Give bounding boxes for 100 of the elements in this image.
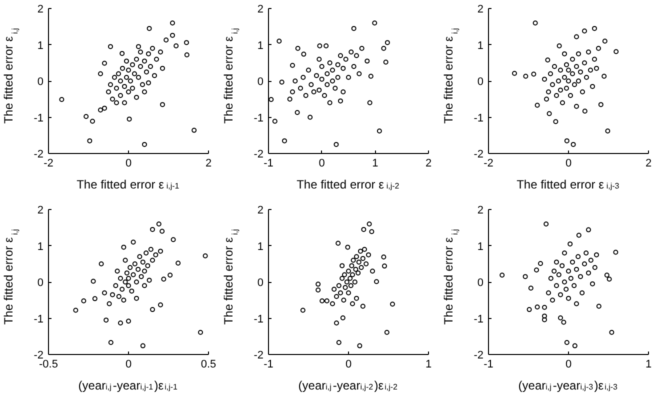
- point: [134, 280, 139, 284]
- point: [330, 68, 335, 73]
- point: [327, 100, 332, 106]
- point: [142, 283, 147, 288]
- point: [358, 265, 364, 270]
- point: [558, 68, 563, 73]
- point: [351, 64, 356, 69]
- point: [370, 268, 375, 274]
- point: [142, 142, 147, 147]
- point: [588, 258, 594, 263]
- point: [568, 93, 573, 98]
- point: [367, 100, 372, 106]
- point: [161, 276, 166, 282]
- y-tick-label: 0: [257, 76, 264, 88]
- point: [334, 142, 339, 147]
- point: [576, 232, 582, 238]
- point: [570, 142, 576, 147]
- point: [358, 248, 363, 254]
- point: [134, 94, 139, 100]
- point: [552, 64, 557, 69]
- point: [144, 250, 149, 256]
- point: [523, 74, 528, 79]
- point: [366, 252, 371, 258]
- point: [344, 280, 350, 284]
- point: [126, 318, 131, 324]
- point: [578, 69, 583, 74]
- x-tick-label: 0: [318, 158, 325, 170]
- point: [383, 60, 388, 65]
- point: [572, 283, 577, 288]
- point: [346, 268, 351, 274]
- point: [319, 64, 324, 69]
- point: [350, 258, 356, 263]
- point: [613, 250, 618, 255]
- point: [130, 272, 136, 278]
- point: [374, 279, 379, 284]
- point: [148, 64, 153, 69]
- point: [122, 84, 127, 89]
- point: [582, 28, 587, 34]
- point: [604, 272, 610, 278]
- y-axis-title: The fitted error εi,j: [442, 28, 460, 124]
- point: [87, 138, 92, 144]
- y-tick-label: 1: [477, 240, 484, 253]
- point: [574, 104, 579, 109]
- point: [168, 272, 173, 278]
- point: [574, 266, 579, 272]
- x-axis-title: (yeari,j-yeari,j-2)εi,j-2: [298, 378, 398, 392]
- point: [108, 340, 114, 346]
- point: [512, 70, 517, 76]
- point: [338, 290, 343, 296]
- y-tick-label: -2: [34, 148, 44, 160]
- point: [531, 72, 536, 77]
- point: [335, 62, 340, 68]
- point: [324, 43, 329, 48]
- point: [357, 343, 362, 348]
- point: [562, 280, 567, 284]
- point: [352, 280, 358, 284]
- point: [526, 307, 532, 312]
- y-tick-label: 0: [477, 277, 484, 289]
- point: [320, 298, 325, 304]
- point: [192, 128, 197, 133]
- point: [554, 260, 559, 265]
- y-tick-label: -1: [474, 313, 484, 326]
- point: [138, 50, 143, 54]
- point: [390, 302, 395, 307]
- point: [546, 111, 552, 116]
- point: [356, 71, 362, 76]
- point: [500, 272, 505, 278]
- point: [572, 82, 577, 88]
- point: [122, 100, 127, 106]
- point: [564, 86, 569, 91]
- point: [368, 74, 374, 79]
- point: [154, 56, 159, 62]
- y-tick-label: 2: [477, 4, 484, 16]
- point: [534, 268, 539, 273]
- y-tick-label: 2: [257, 204, 264, 216]
- point: [532, 20, 538, 26]
- x-axis-title: The fitted error εi,j-2: [296, 178, 400, 192]
- x-tick-label: 0: [125, 158, 132, 170]
- point: [144, 69, 149, 74]
- point: [561, 320, 566, 325]
- point: [298, 86, 303, 91]
- point: [558, 88, 563, 93]
- point: [146, 26, 152, 31]
- point: [122, 258, 128, 263]
- point: [142, 268, 147, 274]
- point: [592, 265, 598, 270]
- x-tick-label: 0: [345, 358, 352, 370]
- point: [554, 93, 559, 98]
- point: [596, 304, 602, 309]
- point: [121, 244, 126, 250]
- y-tick-label: -1: [254, 313, 264, 326]
- x-tick-label: 0: [565, 158, 572, 170]
- point: [120, 286, 125, 292]
- point: [295, 46, 300, 51]
- point: [146, 80, 151, 86]
- point: [542, 76, 547, 82]
- point: [126, 116, 132, 122]
- point: [558, 292, 563, 298]
- point: [582, 261, 587, 266]
- y-tick-label: -1: [254, 112, 264, 124]
